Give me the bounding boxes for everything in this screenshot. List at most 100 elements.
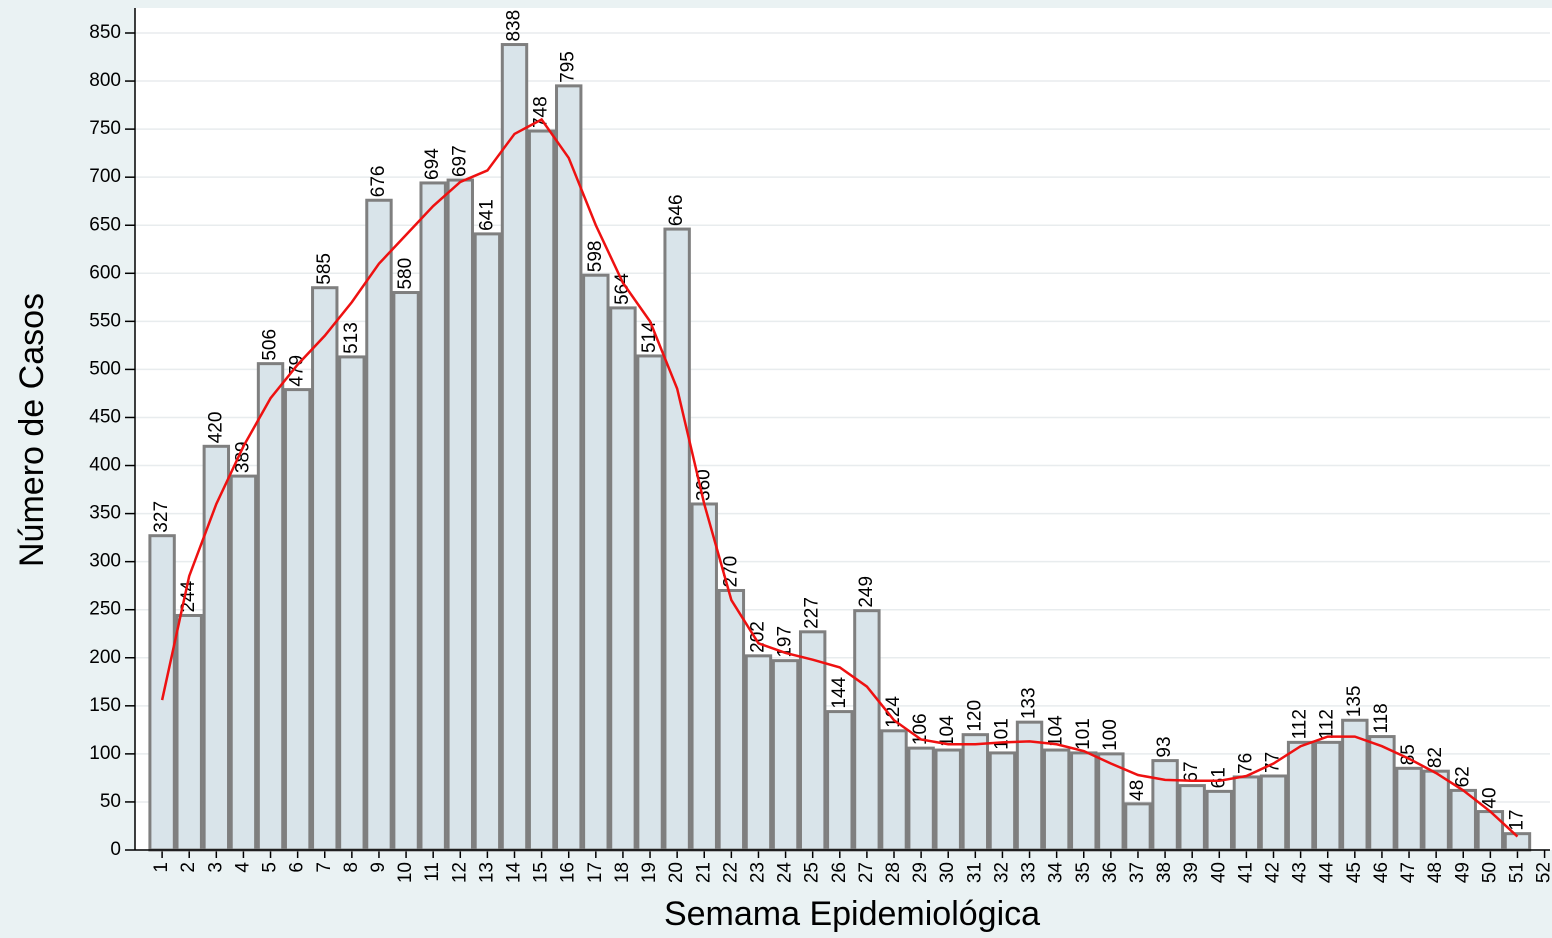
bar [826,710,854,852]
bar [1232,775,1261,852]
x-tick-label: 40 [1208,862,1229,883]
x-tick-label: 25 [802,862,823,883]
bar [1314,740,1342,852]
y-tick-label: 750 [89,118,121,139]
value-label: 135 [1344,686,1365,718]
y-tick-label: 550 [89,310,121,331]
x-tick-label: 46 [1371,862,1392,883]
x-tick-label: 8 [341,862,362,873]
x-tick-label: 21 [693,862,714,883]
value-label: 101 [991,718,1012,750]
value-label: 420 [205,412,226,444]
x-tick-label: 14 [504,862,525,884]
x-tick-label: 36 [1100,862,1121,883]
bar [1395,766,1423,852]
bar [392,291,420,852]
value-label: 62 [1452,766,1473,787]
bar [961,733,990,852]
x-tick-label: 2 [178,862,199,873]
value-label: 580 [395,258,416,290]
bar [283,388,312,852]
bar [202,444,231,852]
value-label: 48 [1127,780,1148,801]
value-label: 676 [368,166,389,198]
x-tick-label: 35 [1073,862,1094,883]
value-label: 104 [1046,715,1067,747]
bar [717,588,746,852]
bar [555,84,583,852]
bar [1070,751,1098,852]
value-label: 327 [151,501,172,533]
value-label: 144 [829,676,850,708]
x-tick-label: 16 [558,862,579,883]
value-label: 67 [1181,761,1202,782]
value-label: 389 [232,441,253,473]
bar [663,227,691,852]
y-tick-label: 200 [89,647,121,668]
x-tick-label: 39 [1181,862,1202,883]
x-tick-label: 42 [1263,862,1284,883]
x-tick-label: 26 [829,862,850,883]
x-tick-label: 19 [639,862,660,883]
y-tick-label: 700 [89,166,121,187]
x-tick-label: 11 [422,862,443,882]
x-tick-label: 50 [1479,862,1500,883]
value-label: 100 [1100,719,1121,751]
y-tick-label: 150 [89,695,121,716]
value-label: 118 [1371,703,1392,733]
value-label: 202 [747,621,768,653]
value-label: 61 [1208,767,1229,788]
bar [880,729,908,852]
y-tick-label: 450 [89,406,121,427]
x-tick-label: 49 [1452,862,1473,883]
bar [1015,720,1044,852]
y-axis-title: Número de Casos [13,293,51,567]
value-label: 133 [1019,687,1040,719]
value-label: 93 [1154,736,1175,757]
value-label: 838 [504,10,525,42]
value-label: 104 [937,715,958,747]
value-label: 227 [802,597,823,629]
value-label: 120 [964,700,985,732]
x-tick-label: 37 [1127,862,1148,883]
x-tick-label: 13 [476,862,497,883]
value-label: 106 [910,713,931,745]
x-tick-label: 18 [612,862,633,883]
bar [1422,769,1450,852]
x-tick-label: 6 [287,862,308,873]
trend-line [160,117,1519,838]
value-label: 76 [1235,753,1256,774]
value-label: 112 [1290,709,1311,739]
bar [500,43,529,852]
x-tick-label: 47 [1398,862,1419,883]
value-label: 697 [449,145,470,177]
y-tick-label: 800 [89,70,121,91]
y-tick-label: 50 [100,791,121,812]
value-label: 694 [422,148,443,180]
bar [1042,748,1071,852]
value-label: 513 [341,322,362,354]
y-tick-label: 650 [89,214,121,235]
bar [256,362,285,852]
x-tick-label: 4 [232,862,253,873]
value-label: 646 [666,194,687,226]
x-tick-label: 30 [937,862,958,883]
y-tick-label: 500 [89,358,121,379]
bar [1341,718,1369,852]
y-tick-label: 850 [89,22,121,43]
bar [934,748,962,852]
bar [1097,752,1125,852]
x-tick-label: 22 [720,862,741,883]
bar [853,609,881,852]
bar [771,659,800,852]
value-label: 514 [639,321,660,353]
x-axis-title: Semama Epidemiológica [664,895,1040,933]
bar [311,286,339,852]
value-label: 101 [1073,718,1094,750]
value-label: 506 [260,329,281,361]
bar [1476,810,1505,852]
bar [338,355,366,852]
x-tick-label: 52 [1534,862,1552,883]
bar [1178,784,1206,852]
bar [582,273,610,852]
